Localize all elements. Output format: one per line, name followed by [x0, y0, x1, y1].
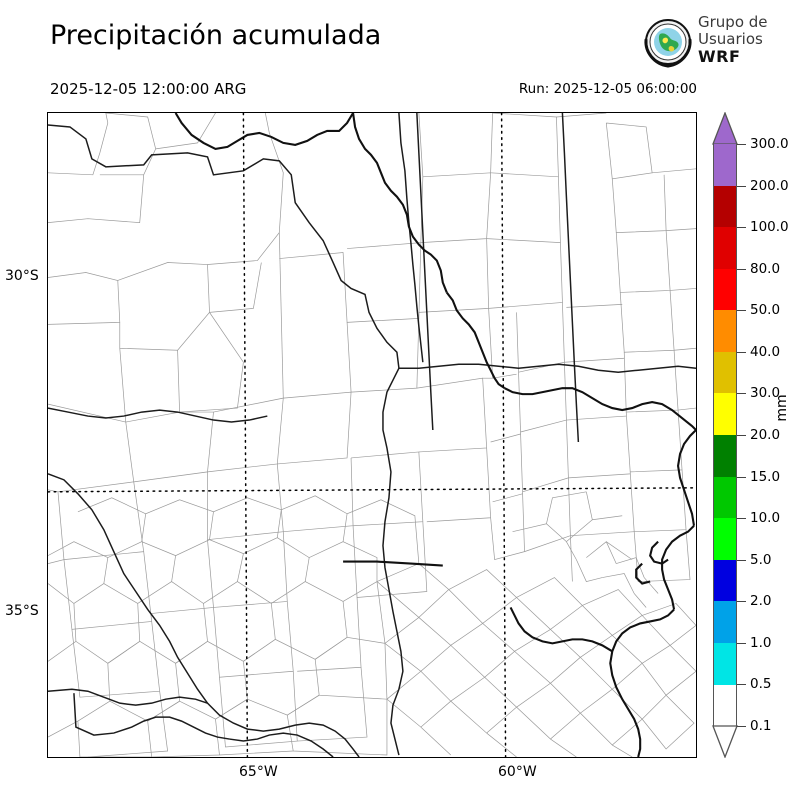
colorbar-tick-label: 200.0	[750, 177, 789, 194]
colorbar-segment	[714, 684, 736, 727]
graticule-lat-30	[48, 487, 696, 493]
colorbar-tick-mark	[737, 310, 746, 312]
colorbar-tick-label: 0.5	[750, 676, 772, 693]
logo-text-block: Grupo de Usuarios WRF	[698, 13, 768, 66]
colorbar-tick-label: 100.0	[750, 219, 789, 236]
colorbar-tick-mark	[737, 601, 746, 603]
colorbar-tick-label: 1.0	[750, 634, 772, 651]
colorbar-tick-mark	[737, 185, 746, 187]
colorbar-tick-label: 80.0	[750, 260, 781, 277]
colorbar-tick-mark	[737, 559, 746, 561]
colorbar-tick-mark	[737, 144, 746, 145]
colorbar-tick-label: 10.0	[750, 510, 781, 527]
colorbar-tick-mark	[737, 435, 746, 436]
colorbar-segment	[714, 476, 736, 519]
colorbar-tick-mark	[737, 351, 746, 353]
graticule-lon-65	[242, 113, 249, 757]
logo-line-2: Usuarios	[698, 30, 763, 48]
colorbar-segment	[714, 351, 736, 394]
department-boundaries	[48, 113, 696, 757]
colorbar-tick-label: 300.0	[750, 136, 789, 152]
brand-logo: Grupo de Usuarios WRF	[640, 14, 800, 76]
xtick-label-65w: 65°W	[239, 764, 278, 780]
colorbar-tick-label: 0.1	[750, 718, 772, 734]
colorbar-tick-mark	[737, 393, 746, 395]
colorbar-tick-mark	[737, 726, 746, 727]
logo-line-1: Grupo de	[698, 13, 768, 31]
province-boundaries	[48, 113, 696, 757]
colorbar-tick-label: 30.0	[750, 385, 781, 402]
colorbar-tick-mark	[737, 642, 746, 644]
graticule-lon-60	[500, 113, 507, 757]
colorbar-segment	[714, 144, 736, 186]
colorbar-segment	[714, 227, 736, 269]
graticule	[48, 113, 696, 757]
colorbar-tick-label: 5.0	[750, 551, 772, 568]
colorbar[interactable]: 0.1 0.5 1.0 2.0 5.0 10.0 15.0 20.0 30.0 40.0 50.0 8…	[712, 112, 789, 758]
colorbar-tick-label: 2.0	[750, 593, 772, 610]
colorbar-ticks: 0.1 0.5 1.0 2.0 5.0 10.0 15.0 20.0 30.0 40.0 50.0 8…	[737, 112, 800, 758]
colorbar-segment	[714, 268, 736, 311]
logo-line-3: WRF	[698, 47, 741, 66]
map-vector-layer	[48, 113, 696, 757]
colorbar-segment	[714, 518, 736, 560]
colorbar-over-arrow	[712, 112, 738, 145]
colorbar-segment	[714, 642, 736, 685]
colorbar-tick-mark	[737, 518, 746, 520]
colorbar-tick-label: 20.0	[750, 427, 781, 443]
colorbar-segment	[714, 310, 736, 352]
colorbar-tick-mark	[737, 268, 746, 270]
colorbar-tick-label: 15.0	[750, 468, 781, 485]
run-time-label: Run: 2025-12-05 06:00:00	[518, 81, 697, 97]
colorbar-segment	[714, 601, 736, 643]
colorbar-tick-mark	[737, 476, 746, 478]
valid-time-label: 2025-12-05 12:00:00 ARG	[50, 80, 247, 98]
xtick-label-60w: 60°W	[498, 764, 537, 780]
colorbar-segment	[714, 559, 736, 602]
colorbar-tick-label: 40.0	[750, 343, 781, 360]
globe-emblem-icon	[644, 19, 692, 68]
colorbar-tick-mark	[737, 227, 746, 229]
ytick-label-30s: 30°S	[5, 268, 39, 284]
page-title: Precipitación acumulada	[50, 20, 382, 51]
colorbar-under-arrow	[712, 725, 738, 758]
colorbar-unit-label: mm	[774, 394, 790, 422]
colorbar-segment	[714, 435, 736, 477]
ytick-label-35s: 35°S	[5, 603, 39, 619]
colorbar-tick-mark	[737, 684, 746, 686]
colorbar-segment	[714, 185, 736, 228]
map-canvas[interactable]	[47, 112, 697, 758]
colorbar-tick-label: 50.0	[750, 302, 781, 319]
colorbar-gradient	[713, 144, 737, 727]
colorbar-segment	[714, 393, 736, 436]
country-borders	[174, 113, 696, 757]
